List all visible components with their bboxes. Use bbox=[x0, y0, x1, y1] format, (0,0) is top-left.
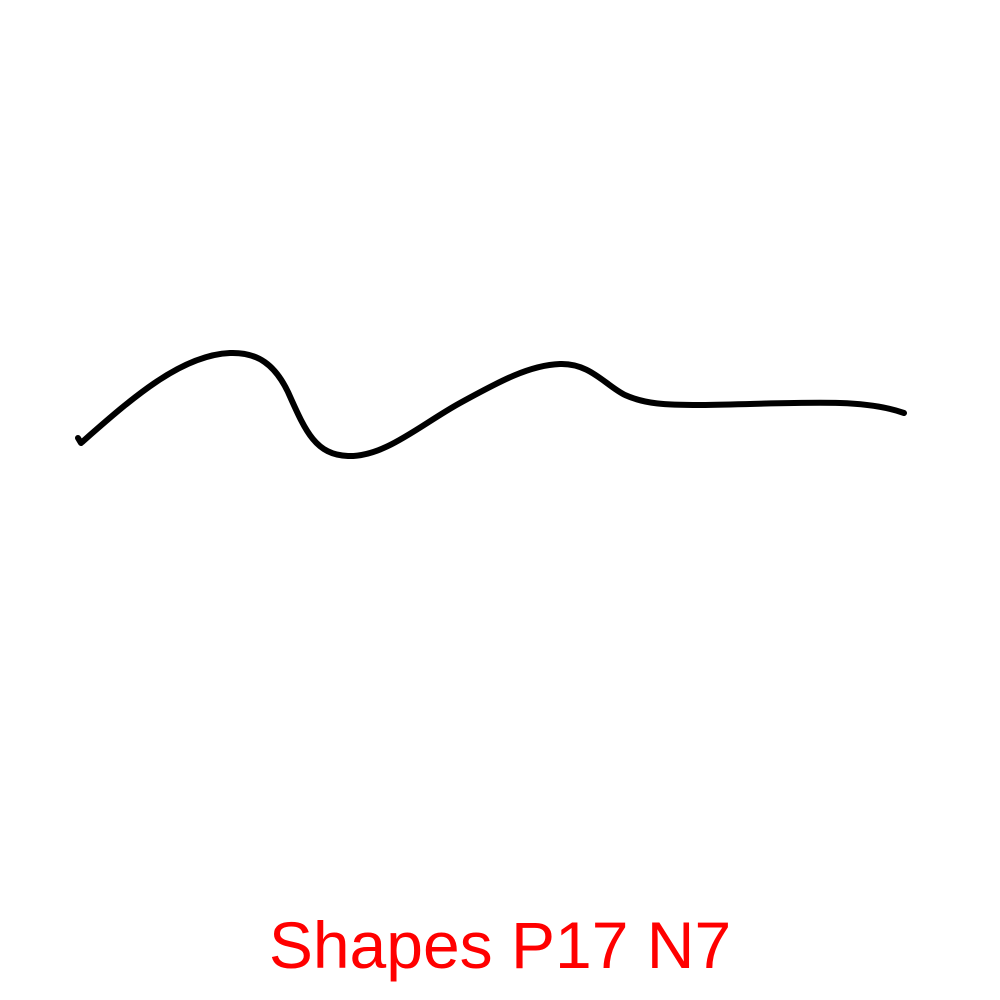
wavy-line-stroke bbox=[75, 349, 907, 460]
caption-label: Shapes P17 N7 bbox=[268, 908, 732, 982]
